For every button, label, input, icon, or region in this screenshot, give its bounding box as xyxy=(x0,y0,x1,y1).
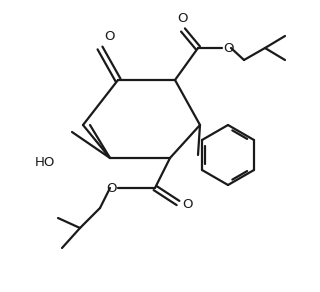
Text: O: O xyxy=(182,199,193,211)
Text: O: O xyxy=(223,41,234,55)
Text: O: O xyxy=(104,30,115,43)
Text: O: O xyxy=(178,12,188,25)
Text: HO: HO xyxy=(35,156,55,168)
Text: O: O xyxy=(107,182,117,194)
